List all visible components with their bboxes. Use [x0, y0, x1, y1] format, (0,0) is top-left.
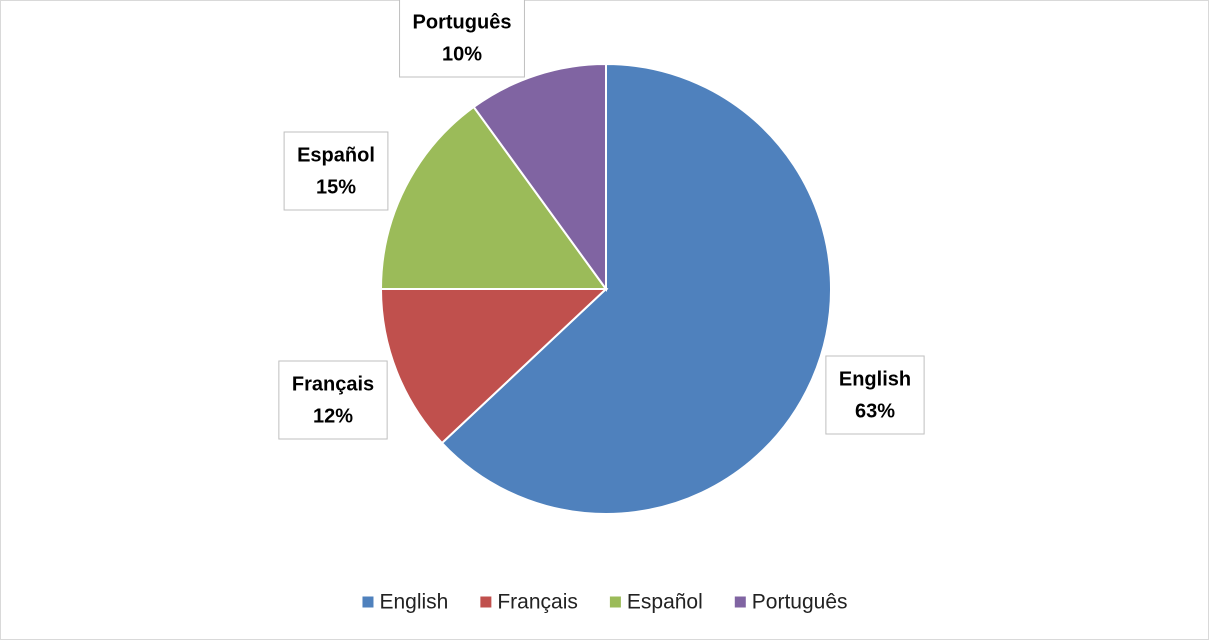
legend-label: English	[379, 591, 448, 614]
legend-swatch	[734, 596, 746, 608]
legend-swatch	[480, 596, 492, 608]
label-value: 10%	[442, 43, 482, 65]
label-name: Français	[292, 373, 374, 395]
legend-label: Português	[752, 591, 848, 614]
legend-swatch	[609, 596, 621, 608]
pie-slice	[440, 62, 832, 515]
label-box	[399, 0, 525, 78]
legend-label: Español	[627, 591, 703, 614]
label-box	[278, 360, 388, 440]
data-label: Español 15%	[283, 131, 389, 211]
label-value: 12%	[313, 405, 353, 427]
pie-slice	[472, 62, 607, 293]
pie-slice	[379, 105, 608, 290]
label-name: Español	[297, 144, 375, 166]
label-value: 63%	[855, 400, 895, 422]
pie-slice	[379, 288, 609, 445]
data-label: English 63%	[825, 355, 925, 435]
legend-swatch	[362, 596, 374, 608]
label-box	[283, 131, 389, 211]
data-label: Français 12%	[278, 360, 388, 440]
label-value: 15%	[316, 176, 356, 198]
label-name: Português	[413, 11, 512, 33]
legend-label: Français	[497, 591, 578, 614]
data-label: Português 10%	[399, 0, 525, 78]
label-box	[825, 355, 925, 435]
label-name: English	[839, 368, 911, 390]
